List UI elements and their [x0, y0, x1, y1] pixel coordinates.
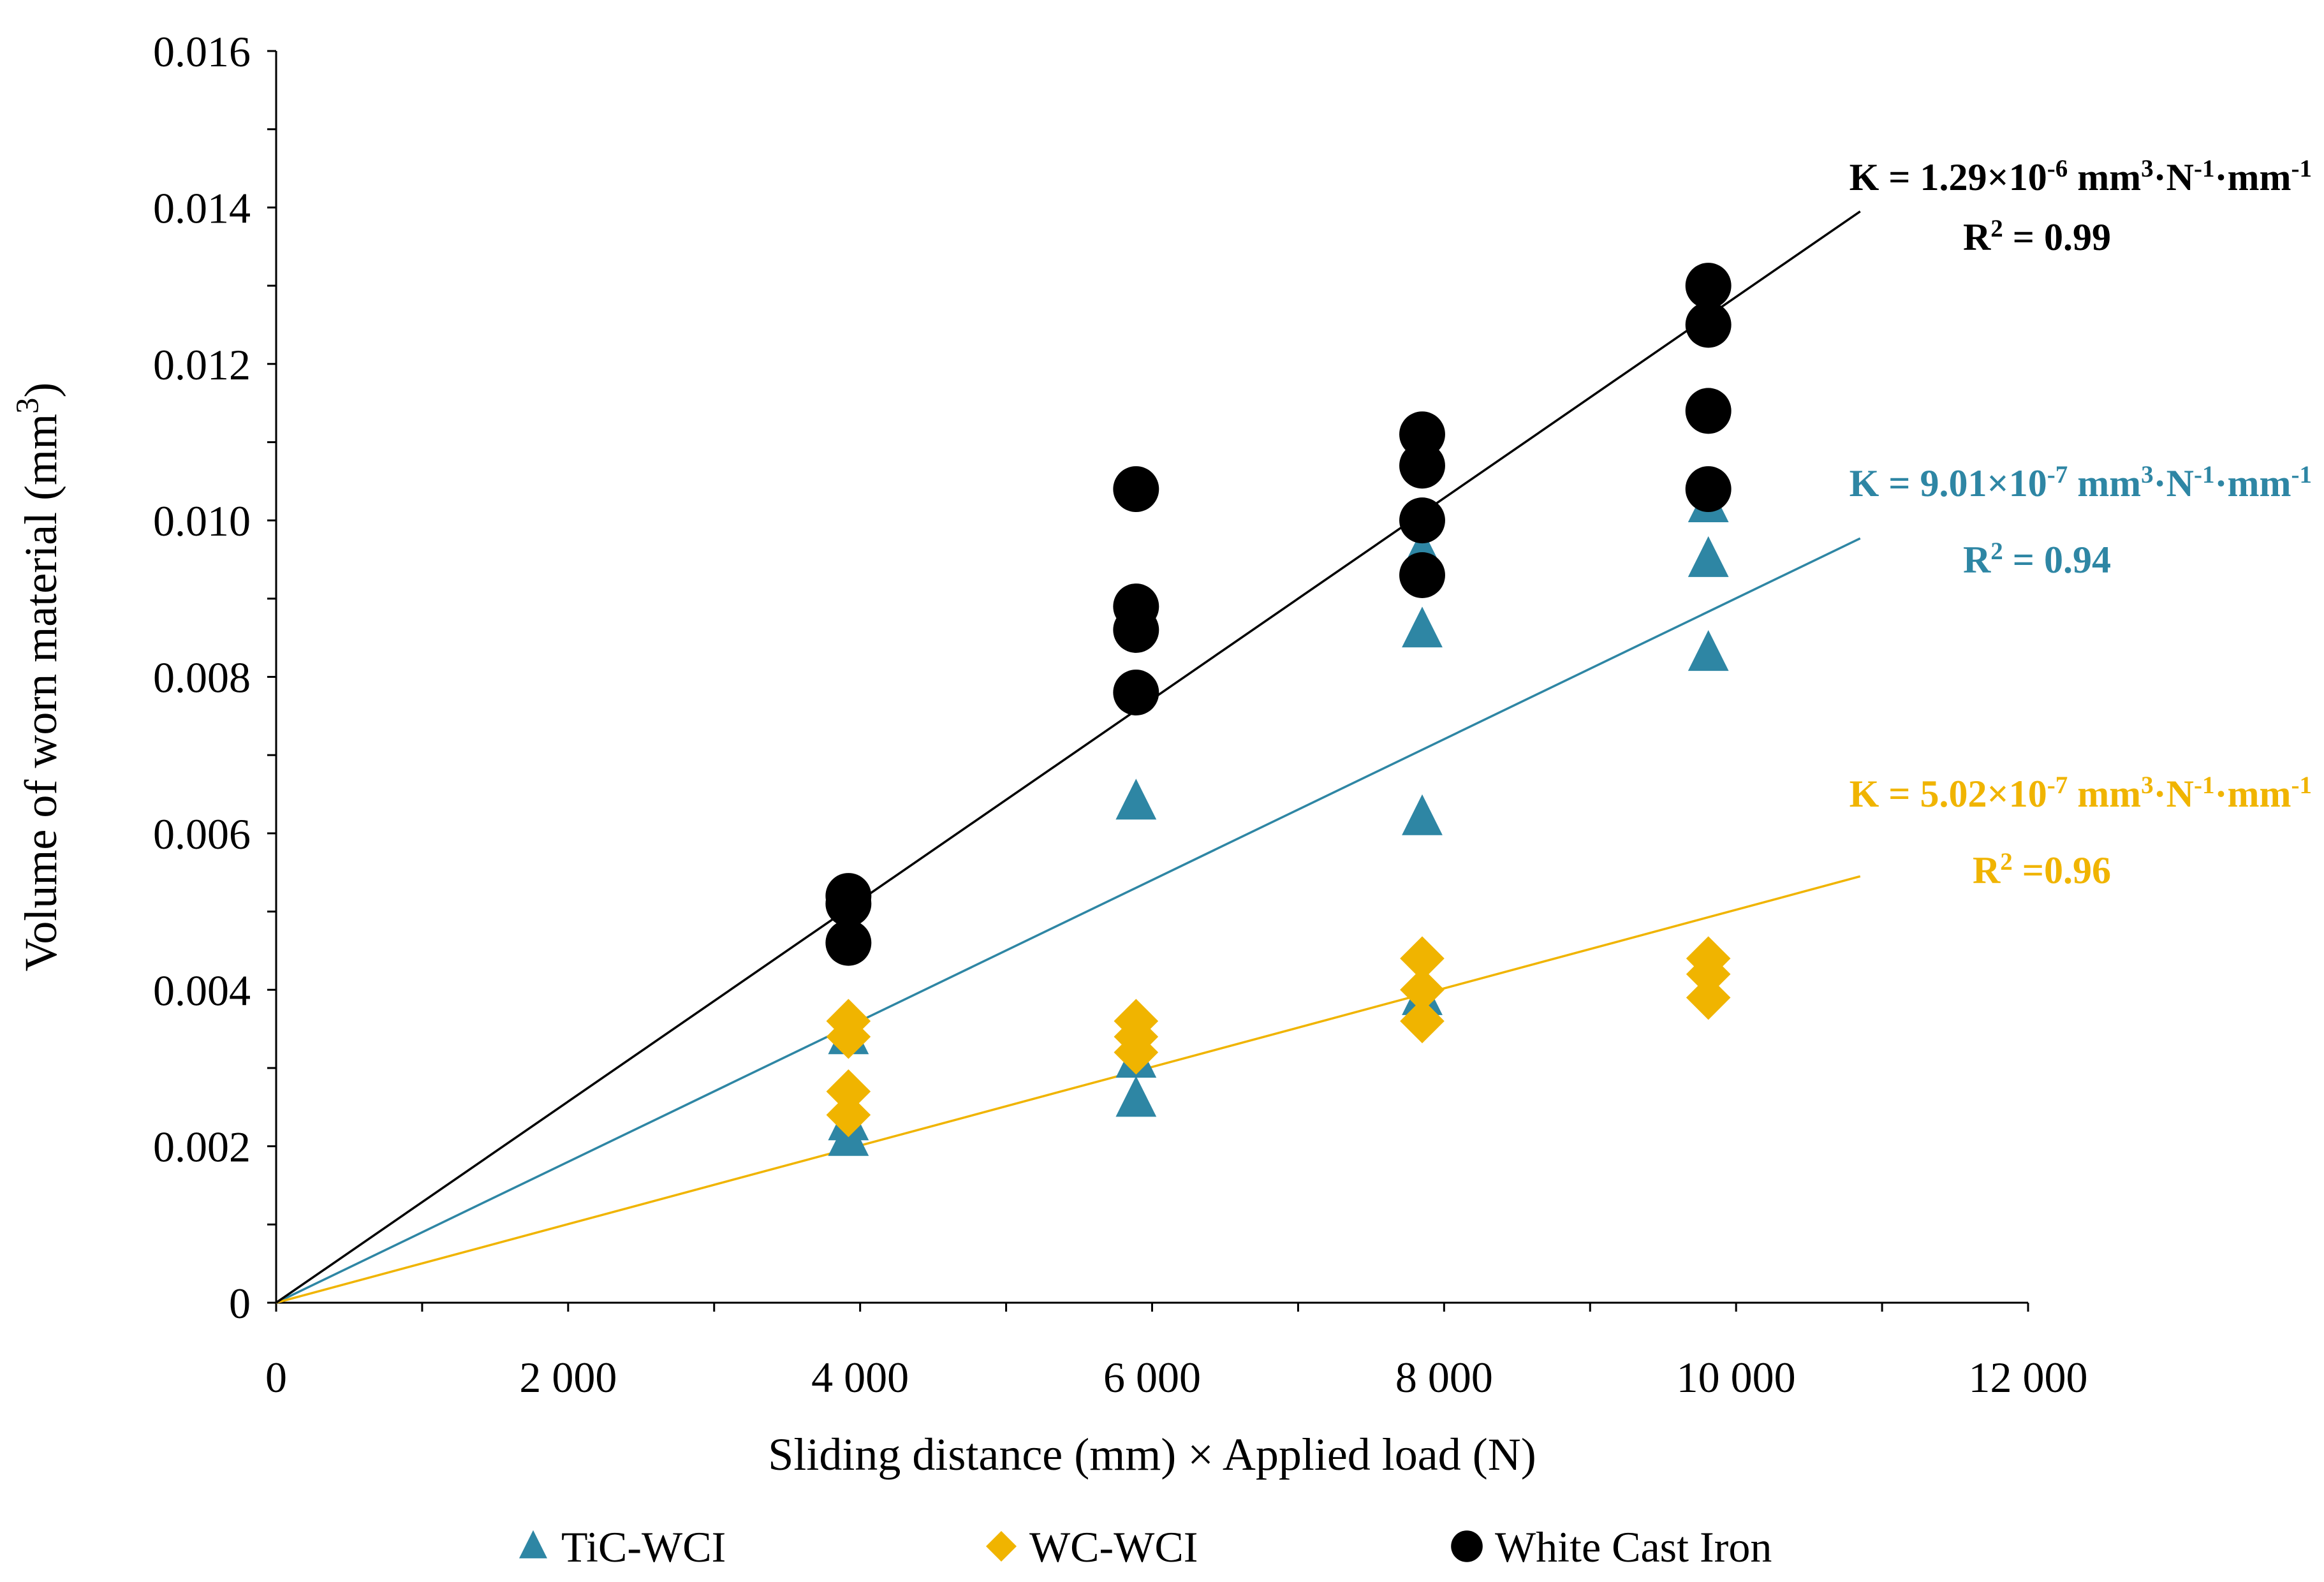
data-point-circle [825, 919, 872, 966]
y-tick-label: 0.010 [153, 497, 251, 545]
y-tick-label: 0.014 [153, 184, 251, 232]
x-tick-label: 8 000 [1395, 1353, 1493, 1402]
y-tick-label: 0 [229, 1279, 251, 1328]
data-point-triangle [1115, 779, 1157, 820]
x-tick-label: 2 000 [519, 1353, 617, 1402]
data-point-triangle [1115, 1076, 1157, 1117]
data-point-diamond [826, 1092, 871, 1138]
data-point-diamond [1400, 936, 1445, 981]
trendline-white-cast-iron [276, 210, 1861, 1304]
annotations-layer: K = 9.01×10-7 mm3·N-1·mm-1 R2 = 0.94 K = 5… [1850, 155, 2312, 892]
data-point-triangle [1688, 536, 1729, 577]
x-tick-label: 0 [265, 1353, 287, 1402]
trendline-tic-wci [276, 537, 1861, 1304]
y-tick-label: 0.002 [153, 1123, 251, 1171]
y-tick-label: 0.004 [153, 966, 251, 1014]
y-tick-label: 0.008 [153, 654, 251, 702]
y-tick-label: 0.016 [153, 27, 251, 76]
data-point-diamond [1400, 999, 1445, 1044]
x-tick-label: 6 000 [1103, 1353, 1201, 1402]
trendline-wc-wci [276, 875, 1861, 1304]
data-point-triangle [1688, 630, 1729, 671]
legend-marker-diamond [986, 1531, 1017, 1562]
r-squared-annotation: R2 = 0.99 [1963, 215, 2111, 259]
r-squared-annotation: R2 =0.96 [1973, 848, 2111, 892]
data-point-diamond [1686, 951, 1731, 997]
data-point-triangle [1402, 606, 1443, 648]
data-point-circle [1685, 466, 1732, 513]
legend: TiC-WCI WC-WCI White Cast Iron [519, 1523, 1772, 1571]
data-point-diamond [1686, 975, 1731, 1020]
data-point-diamond [826, 1014, 871, 1059]
data-point-diamond [1400, 967, 1445, 1013]
data-point-circle [1113, 606, 1159, 653]
x-tick-label: 12 000 [1969, 1353, 2088, 1402]
y-tick-label: 0.012 [153, 341, 251, 389]
x-axis-label: Sliding distance (mm) × Applied load (N) [768, 1429, 1536, 1480]
legend-marker-triangle [519, 1530, 547, 1558]
trendlines-layer [276, 210, 1861, 1304]
y-tick-label: 0.006 [153, 810, 251, 858]
data-point-circle [1685, 388, 1732, 434]
data-point-circle [1113, 466, 1159, 513]
data-point-circle [1685, 263, 1732, 309]
legend-marker-circle [1451, 1530, 1483, 1562]
data-point-circle [1399, 497, 1445, 544]
data-point-diamond [826, 1069, 871, 1114]
data-point-circle [1685, 302, 1732, 348]
slope-annotation: K = 9.01×10-7 mm3·N-1·mm-1 [1850, 461, 2312, 505]
data-point-circle [1399, 443, 1445, 489]
r-squared-annotation: R2 = 0.94 [1963, 538, 2111, 582]
x-tick-label: 10 000 [1677, 1353, 1796, 1402]
legend-label: White Cast Iron [1495, 1523, 1772, 1571]
data-point-triangle [1402, 794, 1443, 835]
axes-layer: 0 0.002 0.004 0.006 0.008 0.010 0.012 0.014 0.01… [10, 27, 2088, 1480]
slope-annotation: K = 1.29×10-6 mm3·N-1·mm-1 [1850, 155, 2312, 199]
y-axis-label: Volume of worn material (mm3) [10, 383, 66, 972]
data-point-circle [1399, 552, 1445, 598]
legend-label: WC-WCI [1029, 1523, 1198, 1571]
data-point-circle [825, 881, 872, 927]
data-point-diamond [1114, 1030, 1159, 1075]
x-tick-label: 4 000 [811, 1353, 909, 1402]
data-point-circle [1113, 670, 1159, 715]
slope-annotation: K = 5.02×10-7 mm3·N-1·mm-1 [1850, 772, 2312, 816]
data-points-layer [825, 263, 1732, 1156]
legend-label: TiC-WCI [561, 1523, 726, 1571]
